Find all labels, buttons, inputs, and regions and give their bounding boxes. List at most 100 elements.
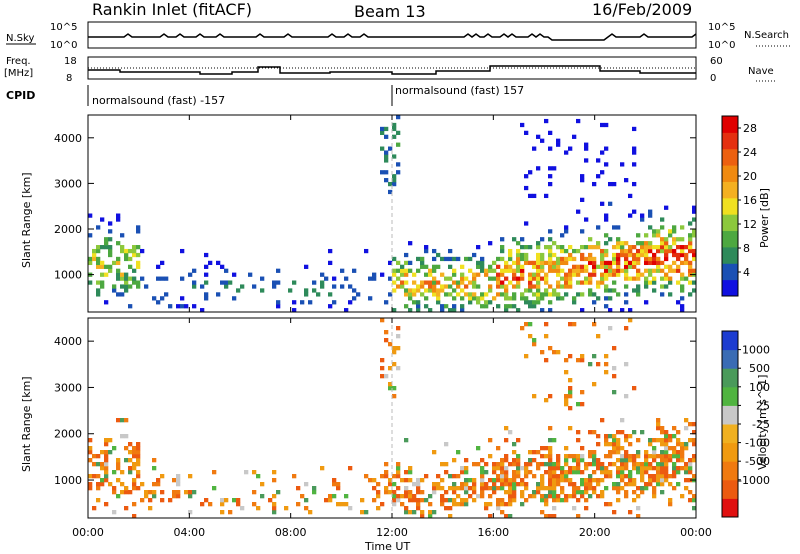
velocity-cell [508, 482, 513, 487]
velocity-cell [448, 506, 453, 511]
velocity-cell [304, 506, 309, 511]
power-cell [392, 178, 397, 183]
velocity-cell [564, 470, 569, 475]
velocity-cell [488, 514, 493, 519]
power-cell [640, 217, 645, 222]
power-cell [528, 245, 533, 250]
velocity-cell [628, 318, 633, 323]
power-cell [692, 217, 697, 222]
power-cell [404, 272, 409, 277]
velocity-cell [652, 438, 657, 443]
velocity-cell [496, 478, 501, 483]
velocity-cell [420, 490, 425, 495]
power-cell [456, 292, 461, 297]
velocity-cell [156, 482, 161, 487]
power-cell [608, 237, 613, 242]
velocity-cell [548, 438, 553, 443]
power-cell [432, 280, 437, 285]
power-colorbar-tick-label: 24 [743, 146, 757, 159]
power-cell [220, 264, 225, 269]
power-cell [344, 276, 349, 281]
velocity-cell [160, 490, 165, 495]
power-cell [640, 213, 645, 218]
velocity-cell [616, 486, 621, 491]
power-cell [104, 237, 109, 242]
power-cell [404, 252, 409, 258]
velocity-cell [104, 478, 109, 483]
power-cell [664, 241, 669, 246]
velocity-cell [524, 354, 529, 359]
velocity-cell [464, 458, 469, 463]
velocity-cell [100, 462, 105, 467]
power-cell [580, 308, 585, 313]
velocity-cell [664, 478, 669, 483]
power-cell [624, 252, 629, 258]
power-cell [548, 245, 553, 250]
power-cell [560, 276, 565, 281]
velocity-cell [680, 494, 685, 499]
power-colorbar-swatch [722, 116, 738, 133]
power-cell [372, 272, 377, 277]
velocity-cell [620, 466, 625, 471]
power-ylabel: Slant Range [km] [20, 172, 33, 268]
velocity-cell [120, 470, 125, 475]
power-cell [368, 296, 373, 301]
power-cell [616, 252, 621, 258]
velocity-cell [604, 474, 609, 479]
velocity-cell [464, 498, 469, 503]
velocity-cell [664, 466, 669, 471]
velocity-cell [468, 486, 473, 491]
power-cell [416, 288, 421, 293]
power-cell [460, 272, 465, 277]
power-cell [680, 260, 685, 266]
power-cell [112, 284, 117, 289]
velocity-cell [628, 454, 633, 459]
velocity-cell [576, 514, 581, 519]
power-cell [564, 292, 569, 297]
velocity-cell [612, 462, 617, 467]
velocity-cell [476, 446, 481, 451]
velocity-cell [632, 458, 637, 463]
power-cell [568, 146, 573, 151]
power-cell [624, 268, 629, 273]
velocity-cell [484, 462, 489, 467]
power-cell [652, 256, 657, 262]
velocity-cell [644, 462, 649, 467]
power-cell [648, 248, 653, 254]
velocity-cell [552, 462, 557, 467]
velocity-cell [576, 490, 581, 495]
velocity-cell [668, 434, 673, 439]
velocity-cell [404, 510, 409, 515]
power-cell [460, 276, 465, 281]
velocity-cell [132, 482, 137, 487]
velocity-cell [536, 486, 541, 491]
velocity-cell [616, 430, 621, 435]
power-cell [388, 146, 393, 151]
power-cell [616, 268, 621, 273]
velocity-cell [432, 486, 437, 491]
power-cell [536, 276, 541, 281]
power-cell [572, 268, 577, 273]
velocity-cell [572, 506, 577, 511]
power-cell [352, 296, 357, 301]
velocity-cell [272, 470, 277, 475]
velocity-cell [388, 366, 393, 371]
velocity-cell [428, 514, 433, 519]
power-cell [692, 205, 697, 210]
velocity-cell [480, 470, 485, 475]
velocity-cell [556, 462, 561, 467]
velocity-cell [548, 478, 553, 483]
velocity-cell [648, 482, 653, 487]
power-cell [564, 248, 569, 254]
power-cell [168, 304, 173, 309]
power-cell [404, 304, 409, 309]
velocity-cell [448, 486, 453, 491]
power-cell [548, 229, 553, 234]
velocity-cell [392, 362, 397, 367]
power-cell [520, 272, 525, 277]
power-cell [528, 272, 533, 277]
velocity-cell [612, 442, 617, 447]
velocity-cell [548, 482, 553, 487]
power-cell [120, 276, 125, 281]
power-cell [588, 276, 593, 281]
